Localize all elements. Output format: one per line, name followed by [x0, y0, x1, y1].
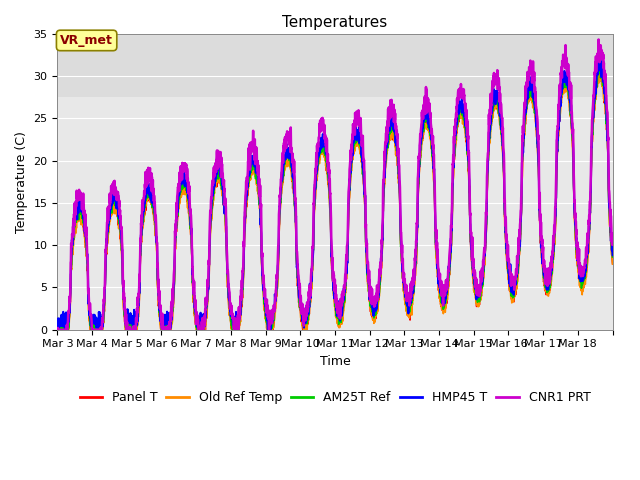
Title: Temperatures: Temperatures: [282, 15, 388, 30]
X-axis label: Time: Time: [319, 355, 350, 368]
Legend: Panel T, Old Ref Temp, AM25T Ref, HMP45 T, CNR1 PRT: Panel T, Old Ref Temp, AM25T Ref, HMP45 …: [74, 386, 595, 409]
Y-axis label: Temperature (C): Temperature (C): [15, 131, 28, 233]
Bar: [58, 34, 612, 97]
Text: VR_met: VR_met: [60, 34, 113, 47]
